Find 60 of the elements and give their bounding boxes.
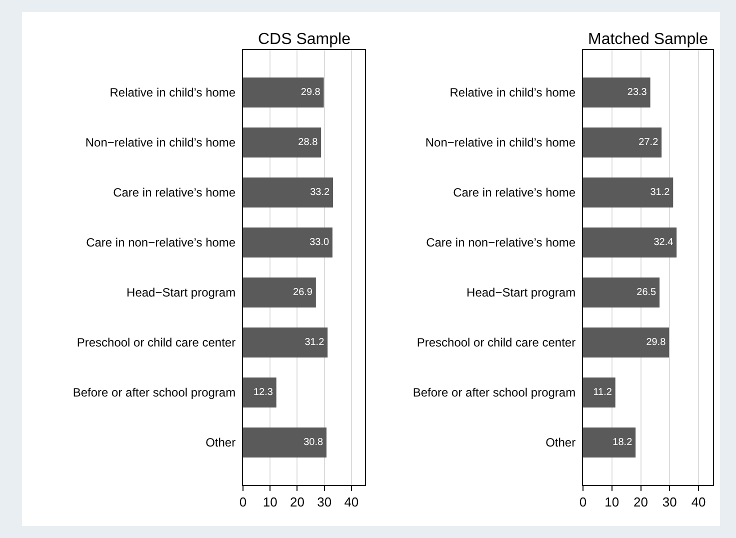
bar — [583, 178, 674, 208]
bar — [243, 428, 326, 458]
bar — [583, 328, 670, 358]
bar — [583, 428, 636, 458]
y-tick-label: Non−relative in child’s home — [425, 136, 576, 150]
data-label: 28.8 — [298, 137, 318, 148]
bar — [243, 128, 322, 158]
y-tick-label: Other — [546, 436, 576, 450]
x-tick-label: 20 — [634, 494, 648, 510]
x-tick-label: 40 — [691, 494, 706, 510]
data-label: 31.2 — [304, 337, 325, 348]
y-tick-label: Other — [206, 436, 236, 450]
y-tick-label: Before or after school program — [412, 386, 576, 400]
y-tick-label: Head−Start program — [126, 286, 236, 300]
data-label: 23.3 — [627, 87, 648, 98]
y-tick-label: Care in non−relative’s home — [426, 236, 576, 250]
data-label: 11.2 — [593, 387, 612, 398]
chart-title: CDS Sample — [258, 31, 351, 48]
bar — [243, 278, 316, 308]
y-tick-label: Preschool or child care center — [416, 336, 576, 350]
data-label: 26.5 — [636, 287, 657, 298]
x-tick-label: 10 — [262, 494, 278, 510]
bar — [243, 228, 332, 258]
y-tick-label: Relative in child’s home — [450, 86, 576, 100]
data-label: 18.2 — [612, 437, 633, 448]
y-tick-label: Non−relative in child’s home — [85, 136, 236, 150]
x-tick-label: 30 — [317, 494, 332, 510]
y-tick-label: Care in non−relative’s home — [86, 236, 236, 250]
bar — [583, 228, 677, 258]
x-tick-label: 20 — [290, 494, 304, 510]
y-tick-label: Relative in child’s home — [110, 86, 236, 100]
bar — [243, 378, 276, 408]
y-tick-label: Care in relative’s home — [113, 186, 236, 200]
y-tick-label: Preschool or child care center — [76, 336, 236, 350]
x-tick-label: 10 — [604, 494, 620, 510]
chart-title: Matched Sample — [588, 31, 708, 48]
data-label: 33.0 — [310, 237, 330, 248]
bar — [243, 78, 324, 108]
x-tick-label: 0 — [239, 494, 247, 510]
bar — [583, 128, 662, 158]
data-label: 30.8 — [304, 437, 324, 448]
data-label: 26.9 — [293, 287, 313, 298]
x-tick-label: 30 — [662, 494, 677, 510]
bar — [243, 178, 334, 208]
y-tick-label: Care in relative’s home — [453, 186, 576, 200]
data-label: 33.2 — [310, 187, 330, 198]
data-label: 29.8 — [646, 337, 666, 348]
y-tick-label: Before or after school program — [72, 386, 236, 400]
y-tick-label: Head−Start program — [466, 286, 576, 300]
data-label: 31.2 — [650, 187, 670, 198]
x-tick-label: 40 — [344, 494, 359, 510]
bar — [583, 78, 650, 108]
data-label: 29.8 — [300, 87, 321, 98]
data-label: 32.4 — [654, 237, 674, 248]
bar — [243, 328, 328, 358]
x-tick-label: 0 — [579, 494, 587, 510]
data-label: 27.2 — [638, 137, 659, 148]
data-label: 12.3 — [253, 387, 274, 398]
bar — [583, 278, 660, 308]
bar — [583, 378, 616, 408]
